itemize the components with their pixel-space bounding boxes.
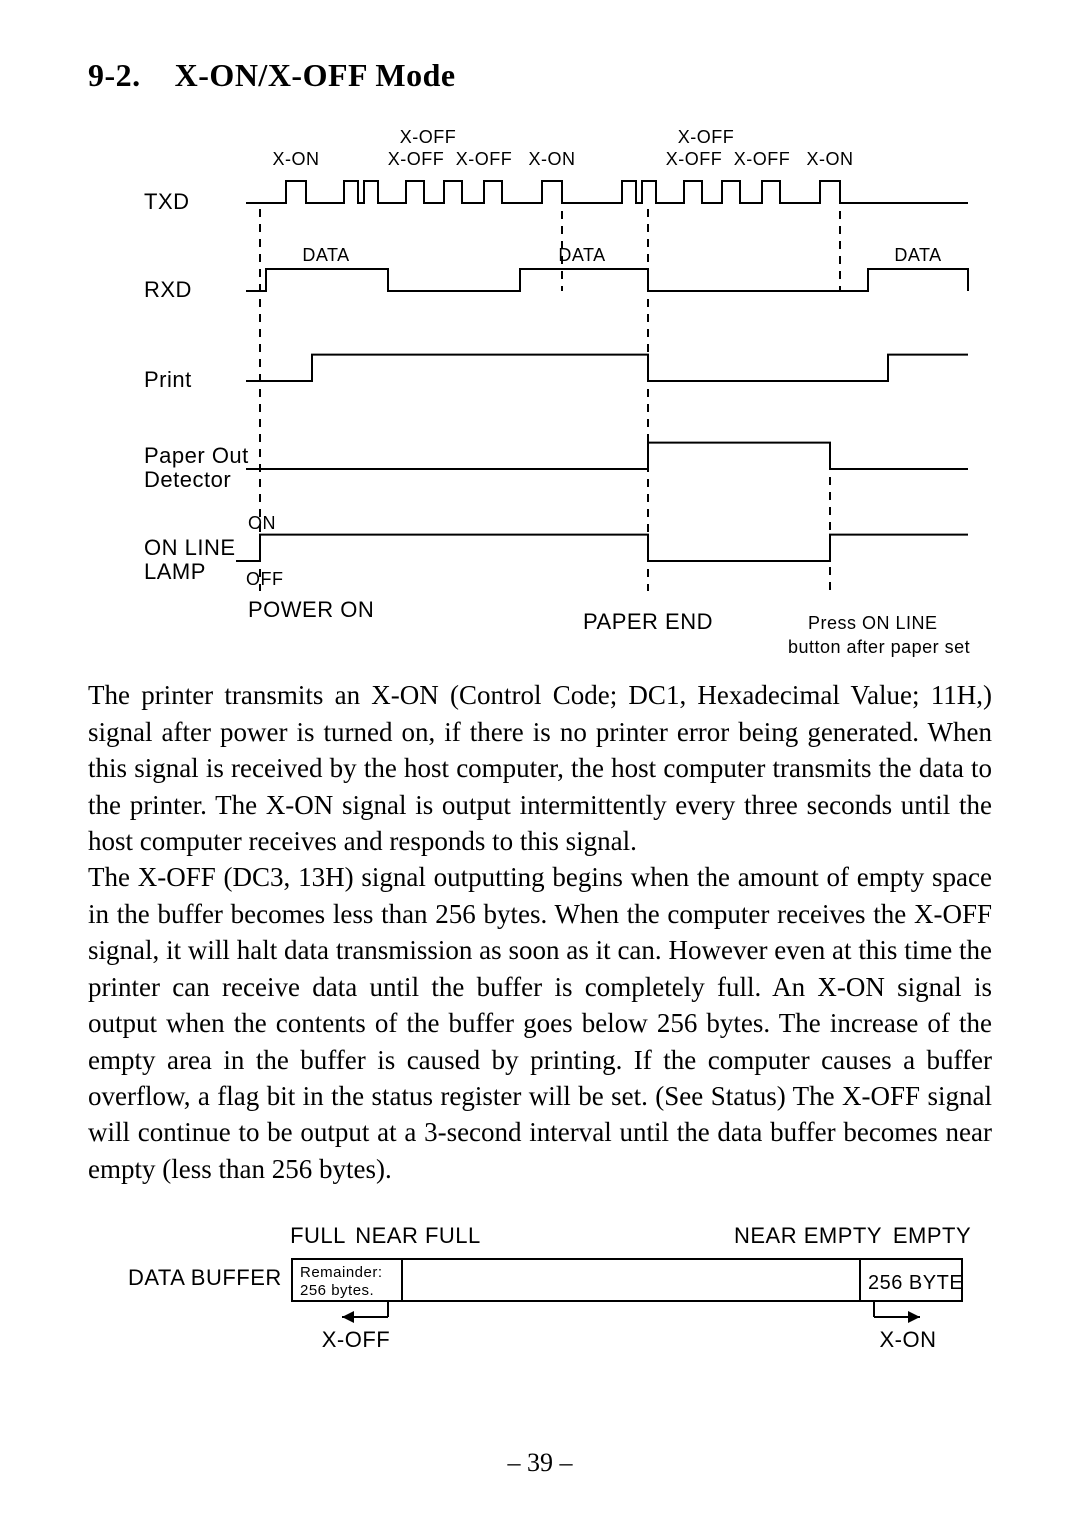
svg-text:NEAR FULL: NEAR FULL [355, 1223, 481, 1248]
page: 9-2. X-ON/X-OFF Mode TXDX-ONX-OFFX-OFFX-… [0, 0, 1080, 1529]
svg-text:EMPTY: EMPTY [893, 1223, 971, 1248]
svg-text:NEAR EMPTY: NEAR EMPTY [734, 1223, 882, 1248]
svg-text:X-ON: X-ON [529, 149, 576, 169]
svg-text:DATA: DATA [558, 245, 605, 265]
svg-text:button after paper set: button after paper set [788, 637, 970, 657]
svg-text:DATA: DATA [302, 245, 349, 265]
svg-text:PAPER END: PAPER END [583, 609, 713, 634]
svg-text:Paper Out: Paper Out [144, 443, 249, 468]
page-number: – 39 – [88, 1445, 992, 1480]
paragraph-2: The X-OFF (DC3, 13H) signal outputting b… [88, 859, 992, 1187]
svg-text:256 BYTE: 256 BYTE [868, 1272, 963, 1294]
svg-text:X-OFF: X-OFF [666, 149, 723, 169]
svg-text:X-OFF: X-OFF [388, 149, 445, 169]
svg-text:X-OFF: X-OFF [678, 127, 735, 147]
timing-diagram-svg: TXDX-ONX-OFFX-OFFX-OFFX-ONX-OFFX-OFFX-OF… [88, 109, 992, 669]
svg-text:RXD: RXD [144, 277, 192, 302]
svg-text:OFF: OFF [246, 569, 284, 589]
timing-diagram: TXDX-ONX-OFFX-OFFX-OFFX-ONX-OFFX-OFFX-OF… [88, 109, 992, 669]
svg-text:DATA: DATA [894, 245, 941, 265]
svg-text:Press ON LINE: Press ON LINE [808, 613, 938, 633]
svg-text:X-ON: X-ON [807, 149, 854, 169]
svg-text:ON LINE: ON LINE [144, 535, 236, 560]
svg-text:Detector: Detector [144, 467, 231, 492]
svg-text:Remainder:: Remainder: [300, 1264, 383, 1281]
svg-text:X-OFF: X-OFF [456, 149, 513, 169]
svg-text:X-OFF: X-OFF [734, 149, 791, 169]
section-title-text: X-ON/X-OFF Mode [175, 57, 456, 93]
svg-text:DATA BUFFER: DATA BUFFER [128, 1265, 282, 1290]
svg-text:FULL: FULL [290, 1223, 346, 1248]
buffer-diagram: FULL NEAR FULL NEAR EMPTY EMPTY DATA BUFFER R… [88, 1215, 992, 1384]
svg-text:X-OFF: X-OFF [400, 127, 457, 147]
svg-text:X-ON: X-ON [880, 1327, 937, 1352]
svg-text:TXD: TXD [144, 189, 190, 214]
svg-text:Print: Print [144, 367, 192, 392]
section-number: 9-2. [88, 57, 141, 93]
section-title: 9-2. X-ON/X-OFF Mode [88, 54, 992, 97]
svg-text:ON: ON [248, 513, 276, 533]
paragraph-1: The printer transmits an X-ON (Control C… [88, 677, 992, 859]
svg-text:256 bytes.: 256 bytes. [300, 1282, 374, 1299]
svg-text:POWER ON: POWER ON [248, 597, 374, 622]
svg-text:X-OFF: X-OFF [322, 1327, 391, 1352]
svg-text:LAMP: LAMP [144, 559, 206, 584]
buffer-diagram-svg: FULL NEAR FULL NEAR EMPTY EMPTY DATA BUFFER R… [88, 1215, 992, 1375]
svg-text:X-ON: X-ON [273, 149, 320, 169]
